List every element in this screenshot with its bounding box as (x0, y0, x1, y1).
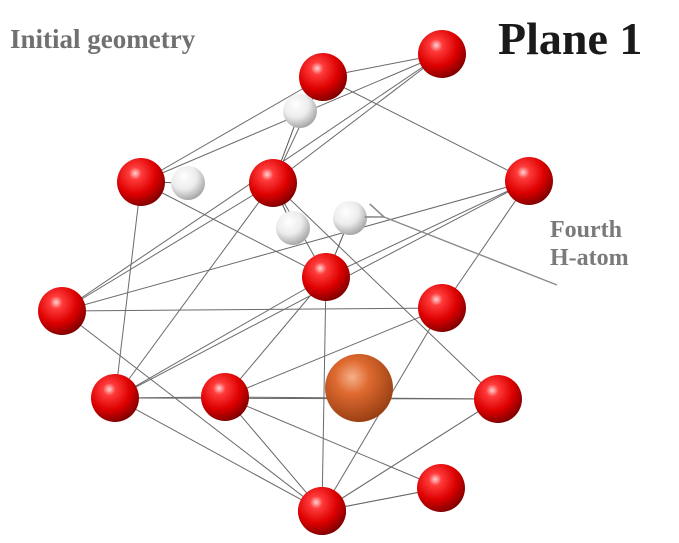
plane-title: Plane 1 (498, 13, 643, 64)
central-atom (325, 354, 393, 422)
oxygen-atom (91, 374, 139, 422)
bond-line (322, 76, 530, 182)
hydrogen-atom (276, 211, 310, 245)
bond-line (224, 396, 442, 489)
hydrogen-bond-layer (141, 110, 351, 278)
bond-line (114, 181, 142, 399)
bond-line (114, 276, 327, 399)
hydrogen-atom (283, 94, 317, 128)
atom-layer (38, 30, 553, 535)
bond-line (61, 307, 443, 312)
oxygen-atom (505, 157, 553, 205)
bond-line (321, 276, 327, 512)
oxygen-atom (418, 284, 466, 332)
bond-line (224, 396, 323, 512)
oxygen-atom (298, 487, 346, 535)
bond-line (224, 276, 327, 398)
annotation-line-1: Fourth (550, 217, 622, 243)
oxygen-atom (299, 53, 347, 101)
oxygen-atom (117, 158, 165, 206)
bond-line (61, 180, 530, 312)
bond-line (441, 180, 530, 309)
oxygen-atom (249, 159, 297, 207)
bond-line (325, 180, 530, 278)
oxygen-atom (418, 30, 466, 78)
oxygen-atom (201, 373, 249, 421)
bond-line (321, 398, 499, 512)
oxygen-atom (417, 464, 465, 512)
oxygen-atom (302, 253, 350, 301)
bond-line (114, 397, 323, 512)
bond-line (61, 310, 323, 512)
oxygen-atom (474, 375, 522, 423)
bond-line (140, 181, 327, 278)
oxygen-atom (38, 287, 86, 335)
bond-line (272, 53, 443, 184)
hydrogen-atom (333, 201, 367, 235)
bond-line (224, 307, 443, 398)
hydrogen-atom (171, 166, 205, 200)
bond-line (140, 76, 324, 183)
fourth-h-atom-label: Fourth H-atom (550, 216, 629, 272)
bond-line (61, 182, 274, 312)
bond-line (114, 182, 274, 399)
bond-line (272, 182, 499, 400)
bond-layer (61, 53, 530, 512)
subtitle: Initial geometry (10, 24, 196, 54)
annotation-arrow (384, 217, 558, 286)
annotation-line-2: H-atom (550, 245, 629, 271)
